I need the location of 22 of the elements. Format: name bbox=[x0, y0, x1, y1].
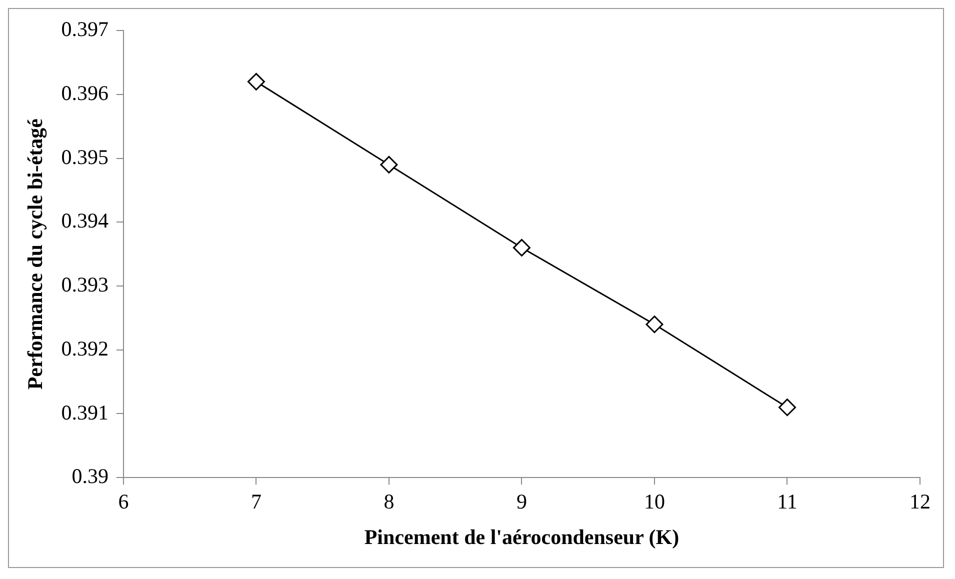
y-tick-label: 0.393 bbox=[61, 272, 108, 297]
y-tick-label: 0.39 bbox=[72, 464, 108, 488]
y-tick-label: 0.397 bbox=[61, 17, 108, 42]
y-tick-label: 0.394 bbox=[61, 208, 109, 233]
point bbox=[247, 72, 265, 90]
x-tick-label: 11 bbox=[777, 490, 798, 514]
x-tick-label: 9 bbox=[516, 490, 527, 514]
point bbox=[778, 398, 796, 416]
y-tick-label: 0.396 bbox=[61, 80, 108, 105]
point bbox=[646, 316, 664, 334]
x-tick-label: 6 bbox=[118, 490, 129, 514]
y-axis-title: Performance du cycle bi-étagé bbox=[23, 118, 48, 390]
point bbox=[380, 156, 398, 174]
y-tick-label: 0.391 bbox=[61, 400, 108, 424]
x-tick-label: 12 bbox=[910, 490, 930, 514]
point bbox=[512, 238, 530, 256]
x-tick-label: 10 bbox=[644, 490, 665, 514]
x-tick-label: 7 bbox=[250, 490, 262, 514]
y-tick-label: 0.392 bbox=[61, 336, 108, 360]
x-tick-label: 8 bbox=[384, 490, 394, 514]
x-axis-title: Pincement de l'aérocondenseur (K) bbox=[364, 524, 680, 549]
y-tick-label: 0.395 bbox=[61, 144, 108, 169]
